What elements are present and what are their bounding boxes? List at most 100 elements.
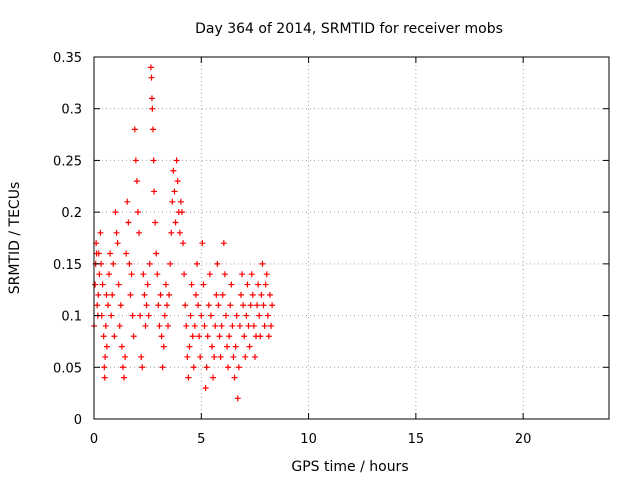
data-point <box>221 271 228 278</box>
data-point <box>170 167 177 174</box>
data-point <box>163 302 170 309</box>
data-point <box>153 250 160 257</box>
data-point <box>177 198 184 205</box>
data-point <box>99 281 106 288</box>
data-point <box>94 302 101 309</box>
y-axis-label: SRMTID / TECUs <box>7 182 23 295</box>
data-point <box>188 281 195 288</box>
data-point <box>245 322 252 329</box>
data-point <box>131 126 138 133</box>
data-point <box>211 353 218 360</box>
data-point <box>262 281 269 288</box>
plot-frame <box>93 56 610 420</box>
data-point <box>100 333 107 340</box>
data-point <box>144 281 151 288</box>
data-point <box>196 333 203 340</box>
data-point <box>206 271 213 278</box>
data-point <box>264 312 271 319</box>
data-point <box>116 322 123 329</box>
data-point <box>234 395 241 402</box>
data-point <box>149 105 156 112</box>
data-point <box>106 271 113 278</box>
data-point <box>235 364 242 371</box>
data-point <box>154 271 161 278</box>
data-point <box>173 157 180 164</box>
data-point <box>96 271 103 278</box>
data-point <box>212 322 219 329</box>
data-point <box>95 250 102 257</box>
data-point <box>142 322 149 329</box>
data-point <box>119 364 126 371</box>
data-point <box>244 281 251 288</box>
data-point <box>155 302 162 309</box>
data-point <box>189 333 196 340</box>
x-tick-label: 20 <box>515 432 532 447</box>
y-tick-label: 0.3 <box>61 103 82 118</box>
data-point <box>219 291 226 298</box>
data-point <box>165 322 172 329</box>
data-point <box>246 343 253 350</box>
data-point <box>122 353 129 360</box>
data-point <box>133 178 140 185</box>
data-point <box>269 302 276 309</box>
data-point <box>104 302 111 309</box>
data-point <box>174 178 181 185</box>
data-point <box>124 198 131 205</box>
data-point <box>146 260 153 267</box>
data-point <box>261 322 268 329</box>
data-point <box>242 353 249 360</box>
data-point <box>132 157 139 164</box>
data-point <box>130 333 137 340</box>
data-point <box>181 271 188 278</box>
data-point <box>121 374 128 381</box>
data-point <box>210 374 217 381</box>
x-tick-label: 0 <box>90 432 98 447</box>
data-point <box>228 281 235 288</box>
data-point <box>111 333 118 340</box>
data-point <box>251 353 258 360</box>
y-tick-label: 0.05 <box>53 361 82 376</box>
data-point <box>128 271 135 278</box>
data-point <box>197 353 204 360</box>
data-point <box>218 322 225 329</box>
data-point <box>138 353 145 360</box>
data-point <box>102 322 109 329</box>
data-point <box>171 188 178 195</box>
data-points <box>91 64 276 402</box>
y-tick-label: 0.35 <box>53 51 82 66</box>
data-point <box>169 198 176 205</box>
data-point <box>247 302 254 309</box>
data-point <box>225 364 232 371</box>
data-point <box>227 302 234 309</box>
data-point <box>137 312 144 319</box>
data-point <box>240 302 247 309</box>
data-point <box>162 281 169 288</box>
data-point <box>147 64 154 71</box>
data-point <box>134 209 141 216</box>
data-point <box>97 229 104 236</box>
data-point <box>166 291 173 298</box>
data-point <box>113 229 120 236</box>
data-point <box>107 250 114 257</box>
data-point <box>125 219 132 226</box>
data-point <box>249 291 256 298</box>
data-point <box>108 312 115 319</box>
data-point <box>203 364 210 371</box>
data-point <box>118 343 125 350</box>
data-point <box>260 302 267 309</box>
data-point <box>259 260 266 267</box>
x-tick-labels: 0 5 10 15 20 <box>90 432 532 447</box>
data-point <box>191 322 198 329</box>
data-point <box>216 333 223 340</box>
data-point <box>109 291 116 298</box>
data-point <box>198 312 205 319</box>
data-point <box>266 291 273 298</box>
grid <box>94 57 609 419</box>
data-point <box>232 343 239 350</box>
data-point <box>209 343 216 350</box>
data-point <box>176 229 183 236</box>
data-point <box>184 353 191 360</box>
data-point <box>159 364 166 371</box>
data-point <box>150 157 157 164</box>
data-point <box>201 322 208 329</box>
